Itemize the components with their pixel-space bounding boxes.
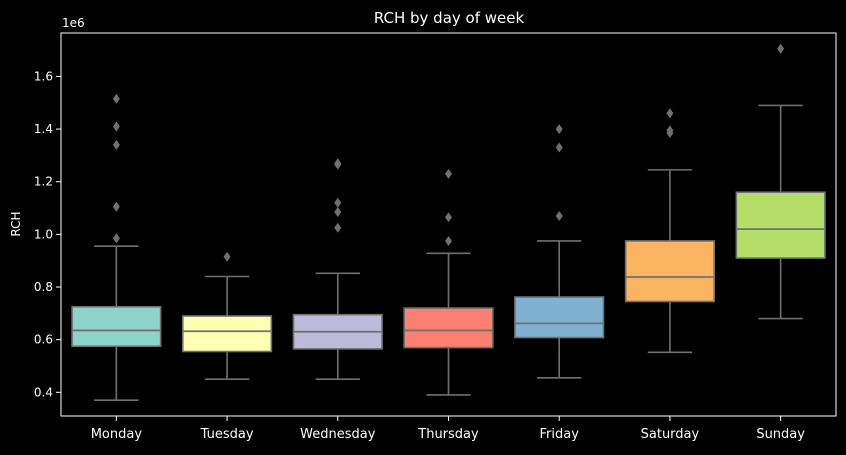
outlier-point [555, 210, 563, 221]
x-tick-label: Friday [540, 427, 580, 442]
y-tick-label: 1.2 [34, 175, 53, 189]
boxes-group [71, 43, 826, 402]
iqr-box [71, 305, 162, 348]
chart-title: RCH by day of week [374, 9, 525, 27]
outlier-point [777, 43, 785, 54]
outlier-point [112, 121, 120, 132]
y-tick-label: 0.4 [34, 385, 53, 399]
iqr-box [403, 307, 494, 349]
x-tick-label: Tuesday [200, 427, 254, 442]
plot-area-frame [60, 32, 837, 417]
outlier-point [334, 197, 342, 208]
iqr-box [624, 240, 716, 303]
x-tick-label: Thursday [417, 427, 479, 442]
y-tick-label: 1.4 [34, 122, 53, 136]
outlier-point [112, 233, 120, 244]
box-thursday [403, 168, 494, 396]
y-axis-label: RCH [9, 211, 23, 236]
axis-ticks: 0.4 0.6 0.8 1.0 1.2 1.4 1.6 Monday Tuesday Wednes… [34, 69, 805, 442]
box-friday [514, 124, 605, 379]
box-wednesday [292, 158, 383, 380]
outlier-point [223, 251, 231, 262]
x-tick-label: Sunday [756, 427, 805, 442]
box-saturday [624, 108, 716, 354]
outlier-point [555, 124, 563, 135]
x-tick-label: Saturday [641, 427, 700, 442]
outlier-point [112, 139, 120, 150]
outlier-point [112, 93, 120, 104]
outlier-point [334, 158, 342, 169]
outlier-point [666, 125, 674, 136]
outlier-point [334, 206, 342, 217]
outlier-point [334, 222, 342, 233]
outlier-point [445, 168, 452, 179]
outlier-point [112, 201, 120, 212]
y-tick-label: 1.6 [34, 69, 53, 83]
box-sunday [735, 43, 826, 320]
outlier-point [555, 142, 563, 153]
y-tick-label: 1.0 [34, 227, 53, 241]
outlier-point [445, 212, 452, 223]
y-tick-label: 0.8 [34, 280, 53, 294]
outlier-point [666, 108, 674, 119]
iqr-box [181, 315, 273, 353]
y-axis-scale-label: 1e6 [62, 16, 85, 30]
y-tick-label: 0.6 [34, 333, 53, 347]
box-tuesday [181, 251, 273, 380]
x-tick-label: Wednesday [300, 427, 376, 442]
iqr-box [514, 296, 605, 339]
x-tick-label: Monday [91, 427, 143, 442]
iqr-box [735, 191, 826, 259]
box-monday [71, 93, 162, 402]
outlier-point [445, 235, 452, 246]
